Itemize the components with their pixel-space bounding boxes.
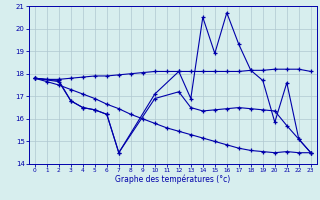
X-axis label: Graphe des températures (°c): Graphe des températures (°c) [115, 175, 230, 184]
